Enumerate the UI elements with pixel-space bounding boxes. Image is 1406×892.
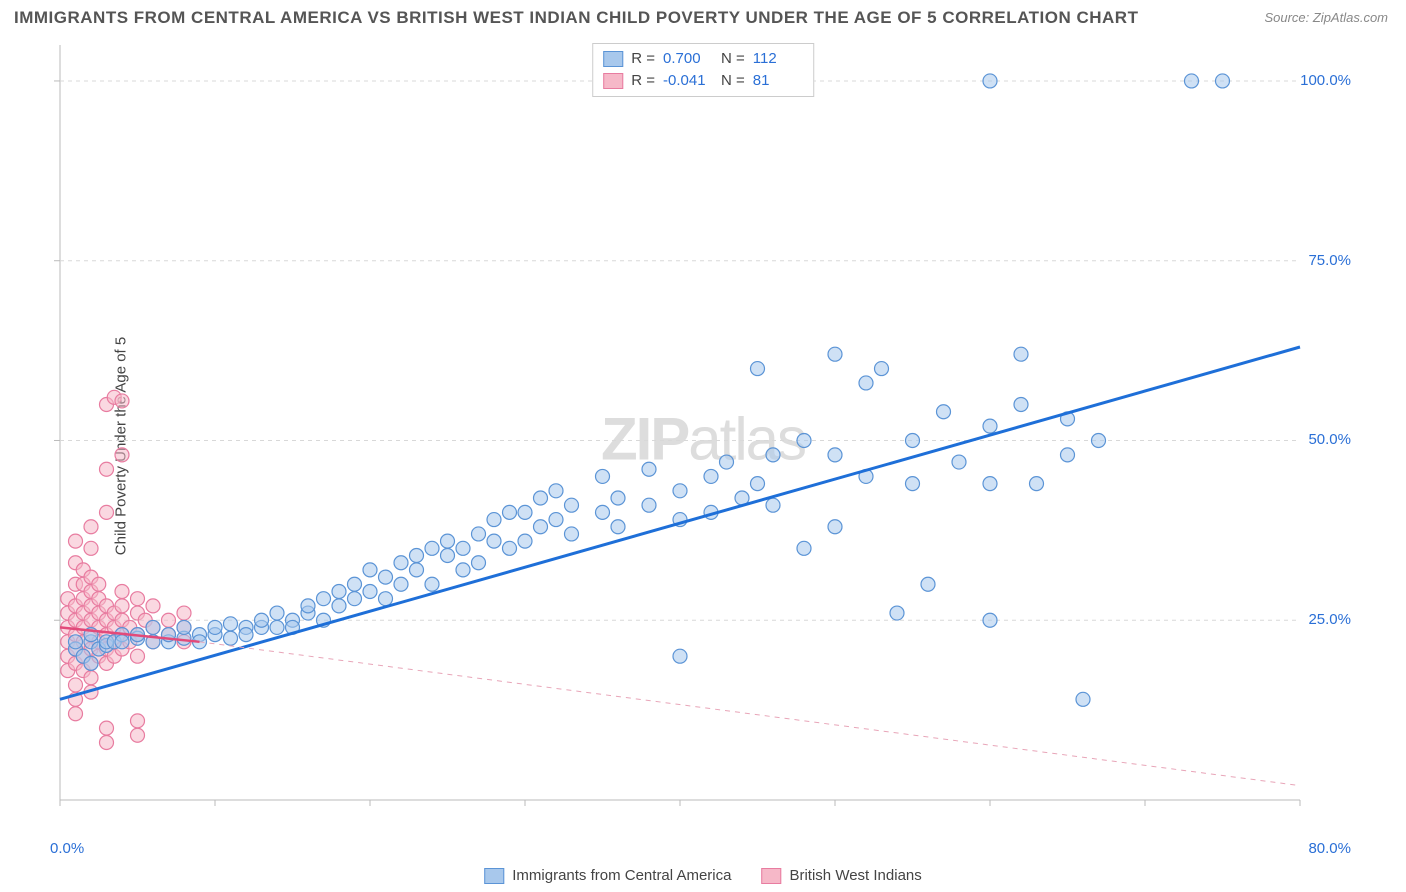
- correlation-legend: R = 0.700 N = 112 R = -0.041 N = 81: [592, 43, 814, 97]
- swatch-icon: [603, 73, 623, 89]
- swatch-icon: [603, 51, 623, 67]
- legend-label-a: Immigrants from Central America: [512, 867, 731, 884]
- r-value-a: 0.700: [663, 48, 713, 70]
- r-label: R =: [631, 48, 655, 70]
- n-value-b: 81: [753, 70, 803, 92]
- x-axis-max-label: 80.0%: [1308, 840, 1351, 857]
- n-label: N =: [721, 70, 745, 92]
- r-label: R =: [631, 70, 655, 92]
- chart-plot-area: [50, 40, 1350, 840]
- y-tick-label: 25.0%: [1308, 611, 1351, 628]
- legend-item-series-b: British West Indians: [761, 867, 921, 884]
- y-tick-label: 75.0%: [1308, 252, 1351, 269]
- x-axis-min-label: 0.0%: [50, 840, 84, 857]
- swatch-icon: [761, 868, 781, 884]
- y-tick-label: 100.0%: [1300, 72, 1351, 89]
- n-value-a: 112: [753, 48, 803, 70]
- chart-title: IMMIGRANTS FROM CENTRAL AMERICA VS BRITI…: [14, 8, 1138, 28]
- legend-row-series-b: R = -0.041 N = 81: [603, 70, 803, 92]
- legend-row-series-a: R = 0.700 N = 112: [603, 48, 803, 70]
- n-label: N =: [721, 48, 745, 70]
- y-tick-label: 50.0%: [1308, 431, 1351, 448]
- r-value-b: -0.041: [663, 70, 713, 92]
- series-legend: Immigrants from Central America British …: [484, 867, 922, 884]
- legend-item-series-a: Immigrants from Central America: [484, 867, 731, 884]
- source-attribution: Source: ZipAtlas.com: [1264, 10, 1388, 25]
- legend-label-b: British West Indians: [789, 867, 921, 884]
- scatter-chart-svg: [50, 40, 1350, 840]
- swatch-icon: [484, 868, 504, 884]
